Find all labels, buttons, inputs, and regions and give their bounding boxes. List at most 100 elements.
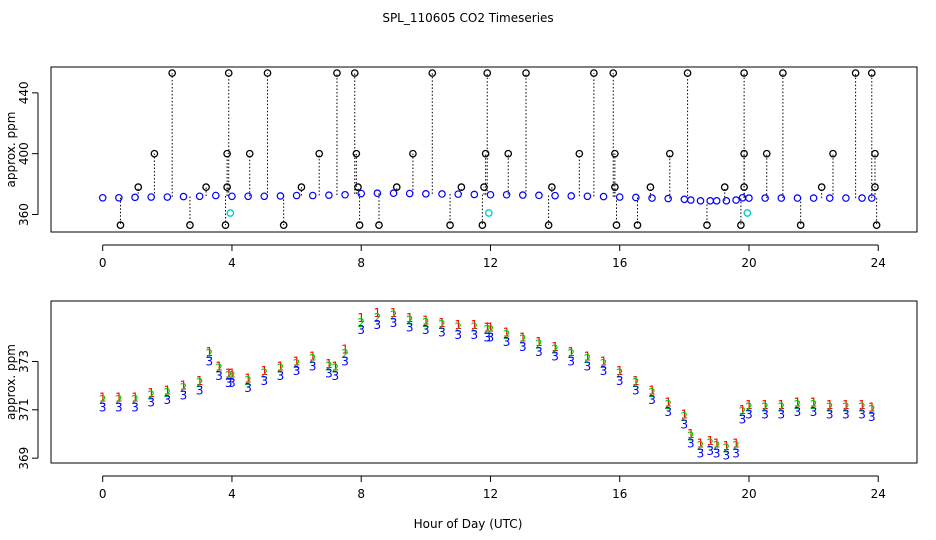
spike-point [703,221,711,230]
series-3-point: 3 [632,383,640,397]
series-1-point: 1 [357,311,365,325]
spike-point [375,221,383,230]
spike-point [720,183,729,191]
baseline-point [680,195,689,204]
spike-point [871,149,879,158]
baseline-point [632,193,640,202]
series-2-point: 2 [584,352,592,366]
series-1-point: 1 [713,437,721,451]
spike-point [355,221,364,230]
series-3-point: 3 [180,388,188,402]
baseline-point [842,194,850,202]
spike-point [223,149,231,158]
series-2-point: 2 [215,362,223,376]
series-1-point: 1 [777,398,785,412]
series-3-point: 3 [681,417,689,431]
series-1-point: 1 [422,313,430,327]
series-2-point: 2 [535,338,543,352]
series-2-point: 2 [99,393,107,407]
series-2-point: 2 [131,393,139,407]
baseline-point [706,197,714,205]
series-3-point: 3 [713,446,721,460]
series-2-point: 2 [206,347,214,361]
series-3-point: 3 [147,396,155,410]
series-2-point: 2 [483,323,491,337]
series-3-point: 3 [206,354,214,368]
baseline-point [131,193,139,202]
series-3-point: 3 [325,367,333,381]
baseline-point [687,196,695,204]
spike-point [612,221,621,230]
spike-point [333,69,341,77]
series-2-point: 2 [341,347,349,361]
series-1-point: 1 [794,396,802,410]
reference-point [484,209,493,217]
spike-point [867,69,876,77]
series-1-point: 1 [147,386,155,400]
series-2-point: 2 [244,374,252,388]
baseline-point [470,190,479,199]
series-2-point: 2 [357,316,365,330]
baseline-point [664,194,672,203]
spike-point [446,221,454,230]
spike-point [352,149,361,158]
baseline-point [260,192,269,201]
series-3-point: 3 [600,364,608,378]
spike-point [186,221,194,230]
spike-point [575,149,584,158]
baseline-point [405,189,414,198]
baseline-point [389,189,398,198]
reference-point [226,209,235,217]
series-1-point: 1 [215,359,223,373]
baseline-point [732,196,740,204]
x-tick-label: 4 [228,256,236,270]
x-tick-label: 8 [357,487,365,501]
baseline-point [163,193,172,201]
baseline-point [599,192,608,201]
series-1-point: 1 [341,342,349,356]
spike-point [134,183,143,191]
series-1-point: 1 [535,335,543,349]
baseline-point [341,190,349,199]
series-1-point: 1 [616,364,624,378]
baseline-point [179,192,188,201]
x-tick-label: 0 [99,487,107,501]
series-3-point: 3 [422,323,430,337]
baseline-point [211,191,220,200]
spike-point [224,69,233,77]
baseline-point [535,191,543,200]
baseline-point [195,192,204,201]
spike-point [851,69,860,77]
y-axis-label: approx. ppm [4,344,18,420]
series-3-point: 3 [164,393,172,407]
series-1-point: 1 [648,383,656,397]
spike-point [245,149,254,158]
spike-point [223,183,231,191]
spike-point [548,183,556,191]
baseline-point [809,194,818,202]
series-2-point: 2 [826,400,834,414]
top-panel: 0 4 8 12 16 20 24 360 400 440 approx. ppm [4,66,918,270]
series-3-point: 3 [277,369,285,383]
series-3-point: 3 [664,405,672,419]
series-2-point: 2 [422,316,430,330]
series-2-point: 2 [115,393,123,407]
series-2-point: 2 [810,398,818,412]
series-3-point: 3 [732,446,740,460]
series-2-point: 2 [687,429,695,443]
spike-point [646,183,655,191]
spike-point [315,149,324,158]
series-1-point: 1 [206,345,214,359]
baseline-point [486,190,495,199]
series-2-point: 2 [225,369,233,383]
baseline-point [738,193,747,202]
series-3-point: 3 [706,444,714,458]
chart-title: SPL_110605 CO2 Timeseries [382,11,553,25]
baseline-point [712,197,721,205]
series-1-point: 1 [567,345,575,359]
series-1-point: 1 [858,398,866,412]
series-2-point: 2 [438,318,446,332]
reference-point [743,209,752,217]
series-1-point: 1 [519,330,527,344]
spike-point [740,183,748,191]
